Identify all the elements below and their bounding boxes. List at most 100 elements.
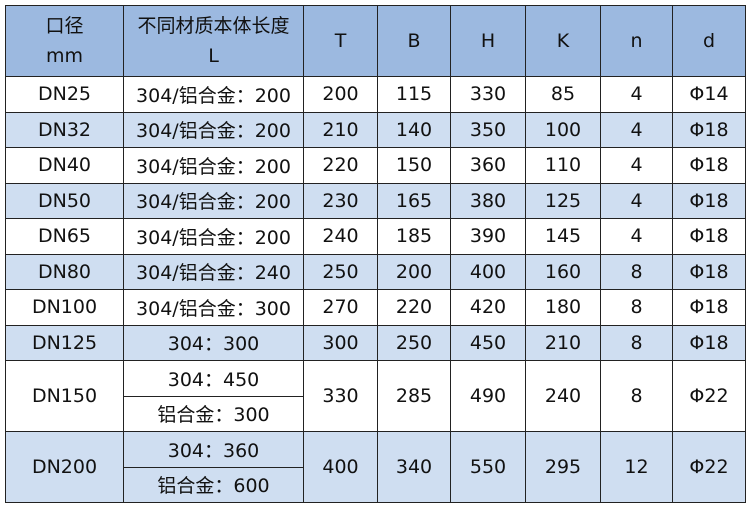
cell-H: 550 bbox=[450, 431, 526, 503]
cell-length: 铝合金：600 bbox=[123, 466, 304, 503]
cell-length: 304/铝合金：200 bbox=[123, 218, 304, 255]
cell-n: 12 bbox=[600, 431, 673, 503]
header-caliber-label: 口径 bbox=[45, 15, 84, 37]
cell-K: 210 bbox=[525, 324, 601, 361]
cell-length: 304/铝合金：200 bbox=[123, 147, 304, 184]
cell-caliber: DN150 bbox=[5, 360, 124, 432]
cell-T: 330 bbox=[303, 360, 378, 432]
cell-B: 285 bbox=[377, 360, 451, 432]
cell-n: 8 bbox=[600, 324, 673, 361]
cell-n: 4 bbox=[600, 76, 673, 113]
cell-K: 295 bbox=[525, 431, 601, 503]
cell-T: 300 bbox=[303, 324, 378, 361]
cell-d: Φ18 bbox=[672, 147, 746, 184]
cell-H: 450 bbox=[450, 324, 526, 361]
cell-H: 330 bbox=[450, 76, 526, 113]
cell-caliber: DN100 bbox=[5, 289, 124, 326]
table-body: DN25 304/铝合金：200 200 115 330 85 4 Φ14 DN32 304/铝合… bbox=[5, 76, 746, 503]
cell-d: Φ22 bbox=[672, 431, 746, 503]
cell-K: 180 bbox=[525, 289, 601, 326]
cell-caliber: DN125 bbox=[5, 324, 124, 361]
cell-B: 200 bbox=[377, 253, 451, 290]
cell-K: 85 bbox=[525, 76, 601, 113]
cell-K: 145 bbox=[525, 218, 601, 255]
table-subrow: 铝合金：600 bbox=[6, 466, 746, 503]
table-row: DN150 304：450 330 285 490 240 8 Φ22 bbox=[5, 360, 746, 432]
table-row: DN32 304/铝合金：200 210 140 350 100 4 Φ18 bbox=[5, 111, 746, 148]
cell-length: 304/铝合金：200 bbox=[123, 76, 304, 113]
cell-d: Φ18 bbox=[672, 218, 746, 255]
cell-length: 304/铝合金：240 bbox=[123, 253, 304, 290]
cell-n: 8 bbox=[600, 289, 673, 326]
cell-K: 240 bbox=[525, 360, 601, 432]
cell-length: 304/铝合金：200 bbox=[123, 182, 304, 219]
cell-caliber: DN80 bbox=[5, 253, 124, 290]
header-row: 口径 mm 不同材质本体长度 L T B H K n d bbox=[5, 5, 746, 77]
cell-n: 4 bbox=[600, 111, 673, 148]
cell-B: 165 bbox=[377, 182, 451, 219]
cell-caliber: DN25 bbox=[5, 76, 124, 113]
cell-T: 270 bbox=[303, 289, 378, 326]
table-row: DN80 304/铝合金：240 250 200 400 160 8 Φ18 bbox=[5, 253, 746, 290]
header-length-label: 不同材质本体长度 bbox=[137, 15, 290, 37]
cell-caliber: DN50 bbox=[5, 182, 124, 219]
header-K: K bbox=[525, 5, 601, 77]
cell-n: 4 bbox=[600, 147, 673, 184]
cell-length: 304：300 bbox=[123, 324, 304, 361]
cell-n: 4 bbox=[600, 218, 673, 255]
table-row: DN200 304：360 400 340 550 295 12 Φ22 bbox=[5, 431, 746, 503]
cell-H: 350 bbox=[450, 111, 526, 148]
cell-d: Φ18 bbox=[672, 324, 746, 361]
cell-T: 230 bbox=[303, 182, 378, 219]
cell-H: 380 bbox=[450, 182, 526, 219]
cell-caliber: DN40 bbox=[5, 147, 124, 184]
table-row: DN25 304/铝合金：200 200 115 330 85 4 Φ14 bbox=[5, 76, 746, 113]
cell-length: 304/铝合金：200 bbox=[123, 111, 304, 148]
cell-n: 8 bbox=[600, 360, 673, 432]
cell-H: 360 bbox=[450, 147, 526, 184]
cell-K: 110 bbox=[525, 147, 601, 184]
header-length: 不同材质本体长度 L bbox=[123, 5, 304, 77]
cell-K: 100 bbox=[525, 111, 601, 148]
cell-B: 185 bbox=[377, 218, 451, 255]
cell-T: 220 bbox=[303, 147, 378, 184]
header-n: n bbox=[600, 5, 673, 77]
header-caliber: 口径 mm bbox=[5, 5, 124, 77]
table-row: DN100 304/铝合金：300 270 220 420 180 8 Φ18 bbox=[5, 289, 746, 326]
cell-caliber: DN200 bbox=[5, 431, 124, 503]
cell-H: 390 bbox=[450, 218, 526, 255]
flange-dimension-table: 口径 mm 不同材质本体长度 L T B H K n d DN25 304/铝合金：2… bbox=[5, 5, 746, 503]
cell-H: 420 bbox=[450, 289, 526, 326]
cell-T: 210 bbox=[303, 111, 378, 148]
header-caliber-unit: mm bbox=[45, 45, 84, 67]
cell-B: 220 bbox=[377, 289, 451, 326]
header-T: T bbox=[303, 5, 378, 77]
cell-B: 115 bbox=[377, 76, 451, 113]
cell-B: 250 bbox=[377, 324, 451, 361]
cell-B: 140 bbox=[377, 111, 451, 148]
cell-d: Φ18 bbox=[672, 253, 746, 290]
header-H: H bbox=[450, 5, 526, 77]
cell-caliber: DN65 bbox=[5, 218, 124, 255]
cell-caliber: DN32 bbox=[5, 111, 124, 148]
cell-K: 125 bbox=[525, 182, 601, 219]
table-row: DN40 304/铝合金：200 220 150 360 110 4 Φ18 bbox=[5, 147, 746, 184]
cell-H: 490 bbox=[450, 360, 526, 432]
cell-B: 150 bbox=[377, 147, 451, 184]
cell-d: Φ18 bbox=[672, 289, 746, 326]
cell-n: 4 bbox=[600, 182, 673, 219]
cell-d: Φ18 bbox=[672, 182, 746, 219]
cell-d: Φ22 bbox=[672, 360, 746, 432]
cell-T: 400 bbox=[303, 431, 378, 503]
cell-H: 400 bbox=[450, 253, 526, 290]
cell-B: 340 bbox=[377, 431, 451, 503]
table-row: DN125 304：300 300 250 450 210 8 Φ18 bbox=[5, 324, 746, 361]
cell-n: 8 bbox=[600, 253, 673, 290]
cell-K: 160 bbox=[525, 253, 601, 290]
cell-T: 250 bbox=[303, 253, 378, 290]
cell-length: 304：450 bbox=[123, 360, 304, 397]
cell-length: 304/铝合金：300 bbox=[123, 289, 304, 326]
cell-d: Φ18 bbox=[672, 111, 746, 148]
cell-T: 200 bbox=[303, 76, 378, 113]
header-length-symbol: L bbox=[208, 45, 219, 67]
